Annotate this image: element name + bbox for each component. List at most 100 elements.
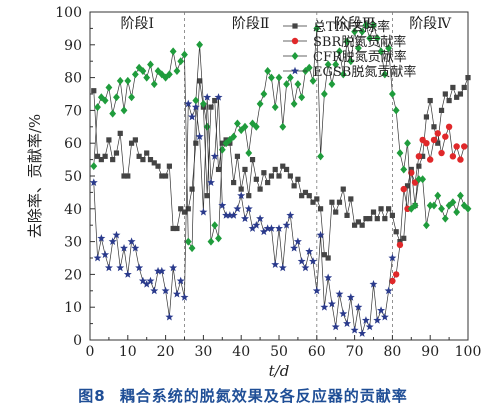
y-tick-label: 20 <box>64 267 82 283</box>
data-point <box>110 157 116 163</box>
data-point <box>136 153 142 159</box>
data-point <box>267 224 276 232</box>
data-point <box>210 152 219 160</box>
data-point <box>392 271 400 278</box>
data-point <box>415 175 423 184</box>
data-point <box>346 293 355 301</box>
legend-label: EGSB脱氮贡献率 <box>313 64 416 80</box>
data-point <box>101 96 109 105</box>
x-tick-label: 20 <box>157 344 175 360</box>
data-point <box>240 214 249 223</box>
data-point <box>389 277 396 285</box>
data-point <box>453 143 460 150</box>
data-point <box>231 179 237 186</box>
data-point <box>120 106 128 115</box>
data-point <box>132 137 138 143</box>
data-point <box>325 255 331 261</box>
data-point <box>218 201 227 209</box>
data-point <box>256 99 264 108</box>
data-point <box>200 99 207 108</box>
data-point <box>328 80 336 89</box>
data-point <box>264 67 272 76</box>
data-point <box>189 186 195 192</box>
data-point <box>423 140 430 147</box>
data-point <box>208 104 214 110</box>
data-point <box>196 40 204 49</box>
data-point <box>113 150 120 156</box>
data-point <box>449 198 457 207</box>
data-point <box>434 191 442 200</box>
data-point <box>212 97 218 104</box>
data-point <box>275 224 283 232</box>
data-point <box>248 224 257 232</box>
data-point <box>252 221 261 229</box>
data-point <box>91 88 97 94</box>
data-point <box>106 137 112 143</box>
data-point <box>234 153 241 159</box>
data-point <box>396 241 404 249</box>
data-point <box>389 212 395 218</box>
data-point <box>438 107 445 113</box>
data-point <box>241 122 249 131</box>
data-point <box>411 179 419 186</box>
data-point <box>147 157 154 163</box>
data-point <box>147 60 154 69</box>
data-point <box>404 205 411 212</box>
data-point <box>261 170 267 176</box>
series-line <box>93 23 469 250</box>
data-point <box>256 214 265 223</box>
data-point <box>253 176 259 182</box>
data-point <box>105 83 113 92</box>
data-point <box>139 67 147 76</box>
series-4 <box>89 93 397 337</box>
data-point <box>350 325 359 334</box>
data-point <box>155 163 161 169</box>
data-point <box>142 280 151 288</box>
figure-caption: 图8 耦合系统的脱氮效果及各反应器的贡献率 <box>0 385 500 406</box>
data-point <box>343 319 352 327</box>
data-point <box>306 193 312 199</box>
phase-label: 阶段Ⅳ <box>409 16 452 32</box>
data-point <box>297 257 306 265</box>
x-tick-label: 50 <box>270 344 288 360</box>
data-point <box>373 34 381 43</box>
data-point <box>339 70 347 79</box>
data-point <box>215 166 222 173</box>
x-tick-label: 70 <box>346 344 364 360</box>
data-point <box>351 27 358 36</box>
y-tick-label: 90 <box>64 38 82 54</box>
y-tick-label: 40 <box>64 202 82 218</box>
data-point <box>116 263 125 272</box>
data-point <box>420 153 426 159</box>
phase-label: 阶段Ⅲ <box>334 16 376 32</box>
data-point <box>324 273 333 282</box>
data-point <box>400 165 408 174</box>
x-tick-label: 100 <box>455 344 482 360</box>
data-point <box>464 204 472 213</box>
data-point <box>184 99 193 108</box>
data-point <box>173 67 181 76</box>
data-point <box>225 211 234 219</box>
data-point <box>97 93 105 102</box>
data-point <box>348 196 354 202</box>
data-point <box>135 263 144 272</box>
data-point <box>335 289 344 298</box>
data-point <box>192 96 200 105</box>
data-point <box>354 303 363 311</box>
data-point <box>310 199 316 205</box>
x-tick-label: 60 <box>308 344 326 360</box>
data-point <box>419 175 427 184</box>
data-point <box>461 84 467 91</box>
data-point <box>117 130 123 136</box>
phase-label: 阶段Ⅰ <box>120 16 154 32</box>
data-point <box>457 156 464 163</box>
data-point <box>423 221 430 230</box>
data-point <box>427 156 434 163</box>
x-tick-label: 0 <box>86 344 95 360</box>
data-point <box>222 211 231 219</box>
x-tick-label: 40 <box>232 344 250 360</box>
data-point <box>150 286 159 295</box>
legend-marker <box>291 52 299 60</box>
y-tick-label: 50 <box>64 169 82 185</box>
data-point <box>324 60 332 69</box>
